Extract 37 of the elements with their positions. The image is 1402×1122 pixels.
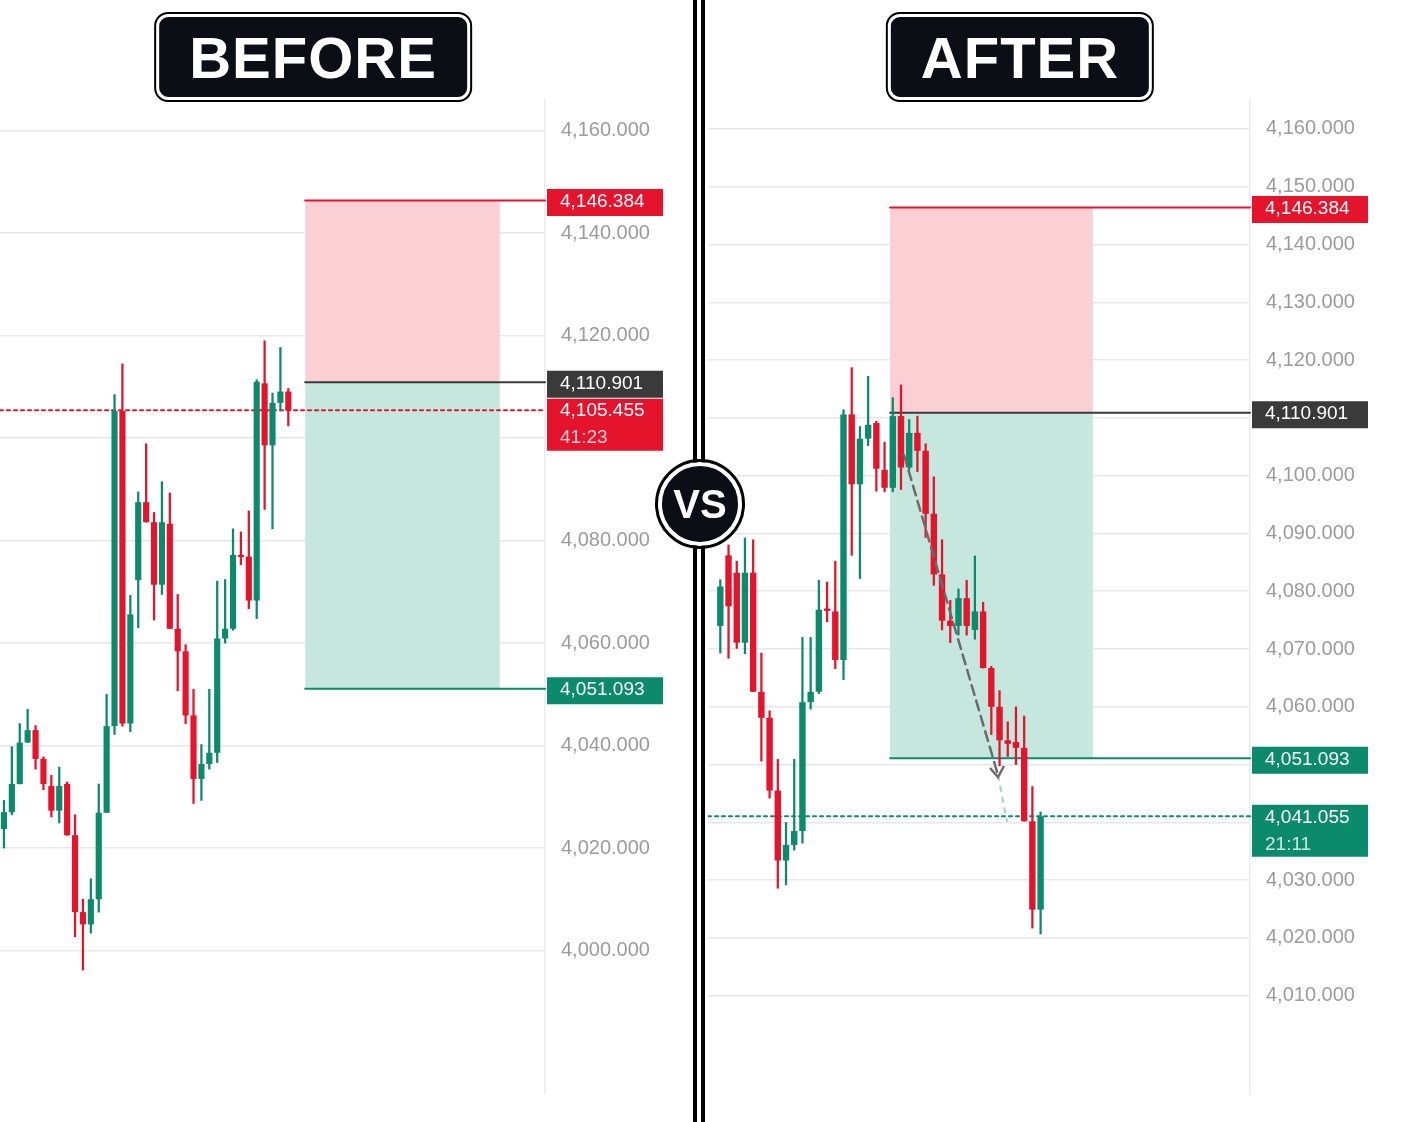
annotation: VS [658, 462, 742, 546]
chart-title: AFTER [887, 14, 1153, 100]
ref-line-label: 4,051.093 [560, 677, 645, 699]
ref-line-label: 4,051.093 [1265, 747, 1350, 769]
ref-line-label: 4,146.384 [1265, 196, 1350, 218]
candlestick [198, 744, 205, 801]
y-tick-label: 4,060.000 [1266, 694, 1355, 717]
y-tick-label: 4,080.000 [561, 528, 650, 551]
candlestick [277, 347, 284, 412]
chart-title: BEFORE [156, 14, 470, 100]
y-tick-label: 4,070.000 [1266, 636, 1355, 659]
y-tick-label: 4,060.000 [561, 630, 650, 653]
candlestick [914, 415, 921, 472]
y-tick-label: 4,020.000 [561, 835, 650, 858]
y-tick-label: 4,160.000 [1266, 116, 1355, 139]
y-tick-label: 4,120.000 [561, 323, 650, 346]
y-tick-label: 4,130.000 [1266, 289, 1355, 312]
y-tick-label: 4,010.000 [1266, 983, 1355, 1006]
ref-line-label: 4,146.384 [560, 189, 645, 211]
y-tick-label: 4,090.000 [1266, 520, 1355, 543]
candlestick [269, 392, 276, 530]
y-tick-label: 4,080.000 [1266, 578, 1355, 601]
y-tick-label: 4,160.000 [561, 118, 650, 141]
ref-line-label: 4,110.901 [560, 371, 644, 393]
y-tick-label: 4,100.000 [1266, 463, 1355, 486]
ref-line-label: 4,041.055 21:11 [1265, 805, 1350, 854]
ref-line-label: 4,105.455 41:23 [560, 399, 645, 448]
y-tick-label: 4,120.000 [1266, 347, 1355, 370]
ref-line-label: 4,110.901 [1265, 401, 1349, 423]
y-tick-label: 4,020.000 [1266, 925, 1355, 948]
y-tick-label: 4,030.000 [1266, 867, 1355, 890]
y-tick-label: 4,000.000 [561, 938, 650, 961]
candlestick [758, 652, 765, 762]
y-tick-label: 4,140.000 [1266, 231, 1355, 254]
y-tick-label: 4,150.000 [1266, 174, 1355, 197]
y-tick-label: 4,140.000 [561, 220, 650, 243]
y-tick-label: 4,040.000 [561, 733, 650, 756]
